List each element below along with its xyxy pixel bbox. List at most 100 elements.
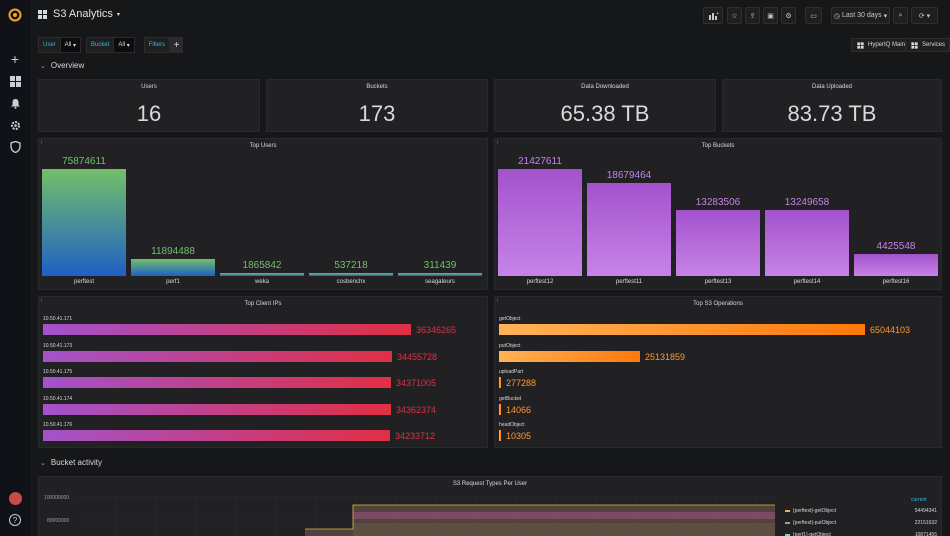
legend-item[interactable]: {perftest}-putObject 22151632 — [785, 520, 937, 526]
bar-gauge-label: 10.50.41.174 — [43, 395, 73, 402]
link-services[interactable]: Services — [905, 38, 950, 52]
help-icon[interactable]: ? — [6, 511, 24, 529]
panel-top-users[interactable]: i Top Users 75874611 perftest 11894488 perf… — [38, 138, 488, 290]
series-area — [353, 523, 775, 536]
bar-value-label: 18679464 — [606, 170, 652, 181]
variable-label-user: User — [38, 37, 61, 53]
variable-select-bucket[interactable]: All ▾ — [114, 37, 135, 53]
dashboards-icon[interactable] — [6, 72, 24, 90]
shield-icon[interactable] — [6, 138, 24, 156]
variable-value-bucket: All — [118, 42, 126, 48]
series-line — [305, 504, 775, 530]
add-panel-button[interactable]: + — [703, 7, 723, 24]
plus-icon[interactable]: + — [10, 51, 20, 67]
time-picker[interactable]: ◷ Last 30 days ▾ — [831, 7, 890, 24]
legend-value: 22151632 — [914, 520, 937, 526]
bar-gauge-bar — [43, 430, 390, 441]
user-avatar[interactable] — [6, 489, 24, 507]
legend-value: 54494341 — [914, 508, 937, 514]
bar — [42, 169, 126, 276]
bar-gauge-value: 34362374 — [396, 404, 437, 415]
legend-name: {perf1}-getObject — [793, 532, 831, 536]
gear-icon[interactable] — [6, 116, 24, 134]
bar-gauge-bar — [499, 403, 501, 415]
bar-gauge-value: 65044103 — [870, 325, 911, 335]
panel-s3-request-types[interactable]: S3 Request Types Per User 100000000 8000… — [38, 476, 942, 536]
stat-panel-users[interactable]: Users 16 — [38, 79, 260, 132]
bar-gauge-bar — [43, 350, 392, 362]
panel-top-client-ips[interactable]: i Top Client IPs 10.50.41.171 36346265 10.… — [38, 296, 488, 448]
y-axis-tick: 100000000 — [44, 495, 70, 501]
bar-category-label: cosbenchx — [336, 279, 366, 285]
bar-gauge-bar — [499, 430, 501, 441]
panel-title: S3 Request Types Per User — [452, 481, 528, 487]
panel-top-buckets[interactable]: i Top Buckets 21427611 perftest12 18679464… — [494, 138, 942, 290]
variable-label-bucket: Bucket — [86, 37, 115, 53]
panel-title: Buckets — [366, 84, 388, 90]
variable-value-user: All — [64, 42, 72, 48]
bell-icon[interactable] — [6, 94, 24, 112]
svg-text:+: + — [716, 11, 719, 17]
bar-value-label: 1865842 — [242, 260, 282, 271]
legend-swatch — [785, 510, 790, 512]
stat-panel-buckets[interactable]: Buckets 173 — [266, 79, 488, 132]
chevron-down-icon: ⌄ — [40, 62, 46, 70]
stat-value: 83.73 TB — [787, 101, 877, 126]
bar-gauge-label: getObject — [499, 316, 521, 322]
star-icon[interactable]: ☆ — [727, 7, 742, 24]
bar-gauge-value: 34233712 — [395, 431, 436, 441]
bar-category-label: perftest13 — [704, 279, 732, 285]
panel-info-corner: i — [497, 140, 499, 146]
panel-info-corner: i — [41, 298, 43, 304]
bar-category-label: perftest — [73, 279, 94, 285]
bar-category-label: perftest14 — [793, 279, 821, 285]
time-range-label: Last 30 days — [841, 12, 882, 19]
stat-value: 65.38 TB — [560, 101, 650, 126]
dashboard-title-picker[interactable]: S3 Analytics ▾ — [38, 8, 120, 20]
variable-select-user[interactable]: All ▾ — [60, 37, 82, 53]
caret-down-icon: ▾ — [883, 12, 888, 20]
grafana-logo-icon[interactable] — [6, 6, 24, 24]
dashboard-title: S3 Analytics — [53, 8, 113, 20]
dashboard-grid-icon — [857, 41, 864, 49]
save-icon[interactable]: ▣ — [763, 7, 778, 24]
caret-down-icon: ▾ — [116, 11, 120, 18]
link-hyperiq-main[interactable]: HyperIQ Main — [851, 38, 911, 52]
dashboard-grid-icon — [38, 9, 47, 19]
zoom-out-icon[interactable]: ⌕ — [893, 7, 908, 24]
legend-item[interactable]: {perf1}-getObject 10871455 — [785, 532, 937, 536]
bar — [498, 169, 582, 276]
stat-value: 173 — [358, 101, 396, 126]
panel-title: Data Uploaded — [811, 84, 853, 90]
clock-icon: ◷ — [833, 12, 840, 20]
legend-swatch — [785, 522, 790, 524]
share-icon[interactable]: ⇪ — [745, 7, 760, 24]
panel-title: Data Downloaded — [581, 84, 629, 90]
row-bucket-activity[interactable]: ⌄ Bucket activity — [40, 458, 102, 467]
refresh-button[interactable]: ⟳ ▾ — [911, 7, 938, 24]
bar-category-label: perftest11 — [615, 279, 643, 285]
bar-gauge-value: 277288 — [506, 378, 537, 388]
tv-mode-icon[interactable]: ▭ — [805, 7, 822, 24]
bar-category-label: seagateurs — [425, 279, 455, 285]
bar — [131, 259, 215, 276]
legend-item[interactable]: {perftest}-getObject 54494341 — [785, 508, 937, 514]
bar — [220, 273, 304, 276]
legend-value: 10871455 — [914, 532, 937, 536]
bar-category-label: weka — [254, 279, 269, 285]
graph-area — [75, 495, 775, 536]
dashboard-grid-icon — [911, 41, 918, 49]
legend-header-current[interactable]: current — [911, 497, 927, 503]
stat-panel-data-downloaded[interactable]: Data Downloaded 65.38 TB — [494, 79, 716, 132]
row-bucket-activity-title: Bucket activity — [50, 458, 103, 467]
add-filter-button[interactable]: + — [170, 37, 184, 53]
bar-gauge-label: 10.50.41.176 — [43, 422, 73, 428]
bar-gauge-label: 10.50.41.173 — [43, 342, 73, 349]
row-overview-title: Overview — [50, 61, 85, 70]
panel-top-s3-operations[interactable]: i Top S3 Operations getObject 65044103 put… — [494, 296, 942, 448]
stat-panel-data-uploaded[interactable]: Data Uploaded 83.73 TB — [722, 79, 942, 132]
settings-gear-icon[interactable]: ⚙ — [781, 7, 796, 24]
row-overview[interactable]: ⌄ Overview — [40, 61, 84, 70]
bar — [765, 210, 849, 276]
